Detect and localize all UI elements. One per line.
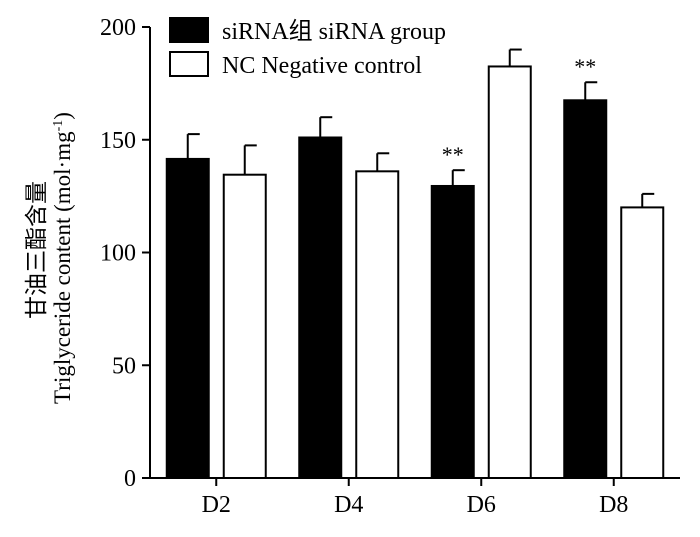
significance-label: **: [442, 142, 464, 167]
y-axis-label-superscript: -1: [51, 120, 66, 132]
x-tick-label: D4: [334, 492, 363, 518]
legend-label-nc: NC Negative control: [222, 53, 422, 79]
bar-sirna-D6: [430, 184, 475, 479]
bar-nc-D4: [355, 170, 400, 479]
y-axis-label-english: Triglyceride content (mol·mg-1): [50, 112, 75, 404]
bar-nc-D6: [487, 65, 532, 480]
y-axis-label-main: Triglyceride content (mol·mg: [50, 131, 75, 404]
x-tick-label: D2: [202, 492, 231, 518]
bar-nc-D8: [620, 206, 665, 479]
y-tick-label: 150: [100, 128, 136, 154]
y-axis-label-chinese: 甘油三酯含量: [24, 181, 49, 319]
bar-nc-D2: [222, 173, 267, 479]
y-tick-label: 0: [124, 466, 136, 492]
y-tick-label: 100: [100, 241, 136, 267]
y-tick-label: 50: [112, 353, 136, 379]
y-tick-label: 200: [100, 15, 136, 41]
bar-sirna-D8: [563, 99, 608, 479]
legend: siRNA组 siRNA group NC Negative control: [169, 17, 446, 79]
x-tick-label: D6: [467, 492, 496, 518]
bar-sirna-D4: [298, 136, 343, 479]
y-axis-label-close: ): [50, 112, 75, 120]
x-tick-label: D8: [599, 492, 628, 518]
legend-label-sirna: siRNA组 siRNA group: [222, 18, 446, 45]
plot-area: 0 50 100 150 200 D2 D4 D6 ** D8 **: [100, 15, 680, 518]
legend-swatch-sirna: [169, 17, 209, 43]
legend-swatch-nc: [169, 51, 209, 77]
bar-sirna-D2: [165, 157, 210, 479]
significance-label: **: [574, 54, 596, 79]
